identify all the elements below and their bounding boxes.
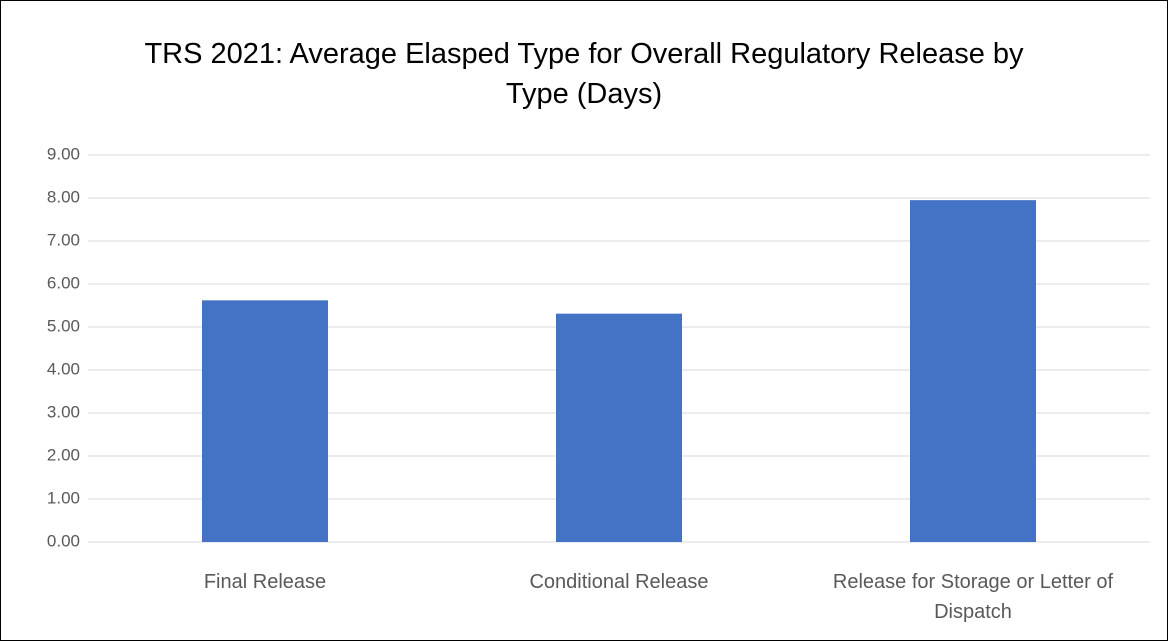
y-tick-label: 2.00: [47, 445, 80, 464]
y-tick-label: 6.00: [47, 273, 80, 292]
x-tick-label: Release for Storage or Letter of Dispatc…: [832, 571, 1114, 623]
x-tick-label: Conditional Release: [529, 571, 709, 593]
chart-title: TRS 2021: Average Elasped Type for Overa…: [144, 38, 1024, 110]
bar: [202, 300, 328, 542]
bar: [910, 200, 1036, 542]
bar: [556, 313, 682, 542]
y-tick-label: 0.00: [47, 531, 80, 550]
y-tick-label: 4.00: [47, 359, 80, 378]
x-tick-label: Final Release: [203, 571, 327, 593]
y-tick-label: 8.00: [47, 187, 80, 206]
y-tick-label: 3.00: [47, 402, 80, 421]
y-tick-label: 5.00: [47, 316, 80, 335]
y-tick-label: 7.00: [47, 230, 80, 249]
y-tick-label: 9.00: [47, 144, 80, 163]
y-tick-label: 1.00: [47, 488, 80, 507]
